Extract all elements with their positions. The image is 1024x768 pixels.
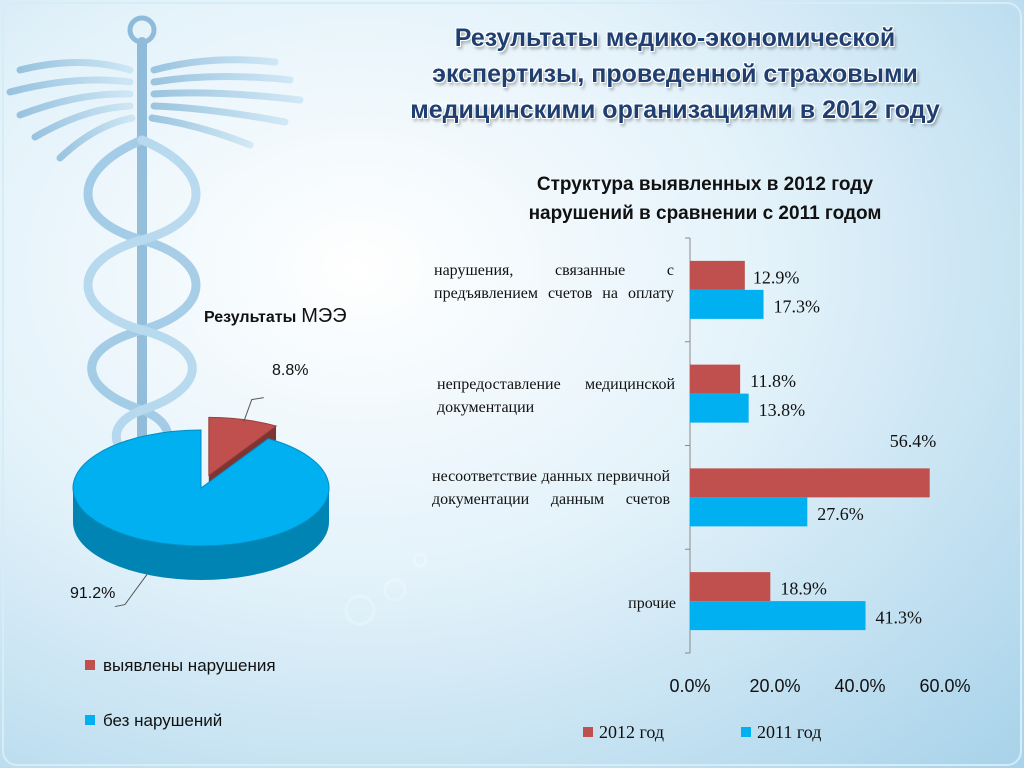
legend-swatch-blue (741, 727, 751, 737)
bar-2012 (690, 468, 930, 498)
x-tick-label: 60.0% (919, 676, 970, 696)
x-tick-label: 20.0% (749, 676, 800, 696)
bar-2011 (690, 393, 749, 423)
pie-legend-item: выявлены нарушения (85, 656, 276, 676)
title-line: медицинскими организациями в 2012 году (410, 96, 940, 124)
category-label: непредоставление медицинской документаци… (437, 376, 675, 416)
bar-2011 (690, 289, 764, 319)
title-line: Результаты медико-экономической (454, 24, 896, 52)
bar-value-label: 17.3% (774, 296, 821, 316)
bar-value-label: 41.3% (876, 608, 923, 628)
bar-title-line: Структура выявленных в 2012 году (536, 174, 874, 195)
bar-value-label: 13.8% (759, 400, 806, 420)
pie-title-part: Результаты (204, 309, 297, 326)
pie-leader-line (243, 397, 264, 422)
bar-title-line: нарушений в сравнении с 2011 годом (528, 203, 882, 224)
legend-label: 2011 год (757, 722, 822, 742)
legend-swatch-red (85, 660, 95, 670)
pie-slice (72, 429, 330, 547)
category-label: несоответствие данных первичной документ… (432, 468, 670, 508)
legend-label: 2012 год (599, 722, 665, 742)
x-tick-label: 40.0% (834, 676, 885, 696)
category-label: нарушения, связанные с предъявлением сче… (434, 262, 674, 302)
category-label: прочие (628, 595, 676, 612)
caduceus-icon (6, 15, 304, 475)
pie-value-label: 8.8% (272, 362, 309, 379)
bar-legend-item: 2012 год (583, 722, 664, 743)
bar-2012 (690, 364, 741, 394)
legend-swatch-red (583, 727, 593, 737)
bar-value-label: 27.6% (817, 504, 864, 524)
pie-value-label: 91.2% (70, 585, 116, 602)
bar-2012 (690, 572, 771, 602)
bar-value-label: 56.4% (890, 431, 937, 451)
pie-leader-line (114, 574, 148, 608)
bar-value-label: 12.9% (753, 267, 800, 287)
bar-chart-title: Структура выявленных в 2012 году нарушен… (480, 170, 930, 228)
pie-chart (72, 397, 330, 608)
bar-2011 (690, 497, 808, 527)
pie-legend-item: без нарушений (85, 711, 222, 731)
bar-legend-item: 2011 год (741, 722, 821, 743)
page-title: Результаты медико-экономической эксперти… (370, 20, 980, 128)
legend-label: выявлены нарушения (103, 656, 276, 675)
pie-title-part: МЭЭ (301, 305, 347, 327)
bar-value-label: 18.9% (780, 579, 827, 599)
bar-value-label: 11.8% (750, 371, 796, 391)
pie-chart-title: Результаты МЭЭ (204, 305, 347, 328)
x-tick-label: 0.0% (669, 676, 710, 696)
bar-2011 (690, 601, 866, 631)
legend-swatch-blue (85, 715, 95, 725)
bar-2012 (690, 260, 745, 290)
legend-label: без нарушений (103, 711, 223, 730)
title-line: экспертизы, проведенной страховыми (432, 60, 918, 88)
pie-slice (208, 416, 278, 477)
